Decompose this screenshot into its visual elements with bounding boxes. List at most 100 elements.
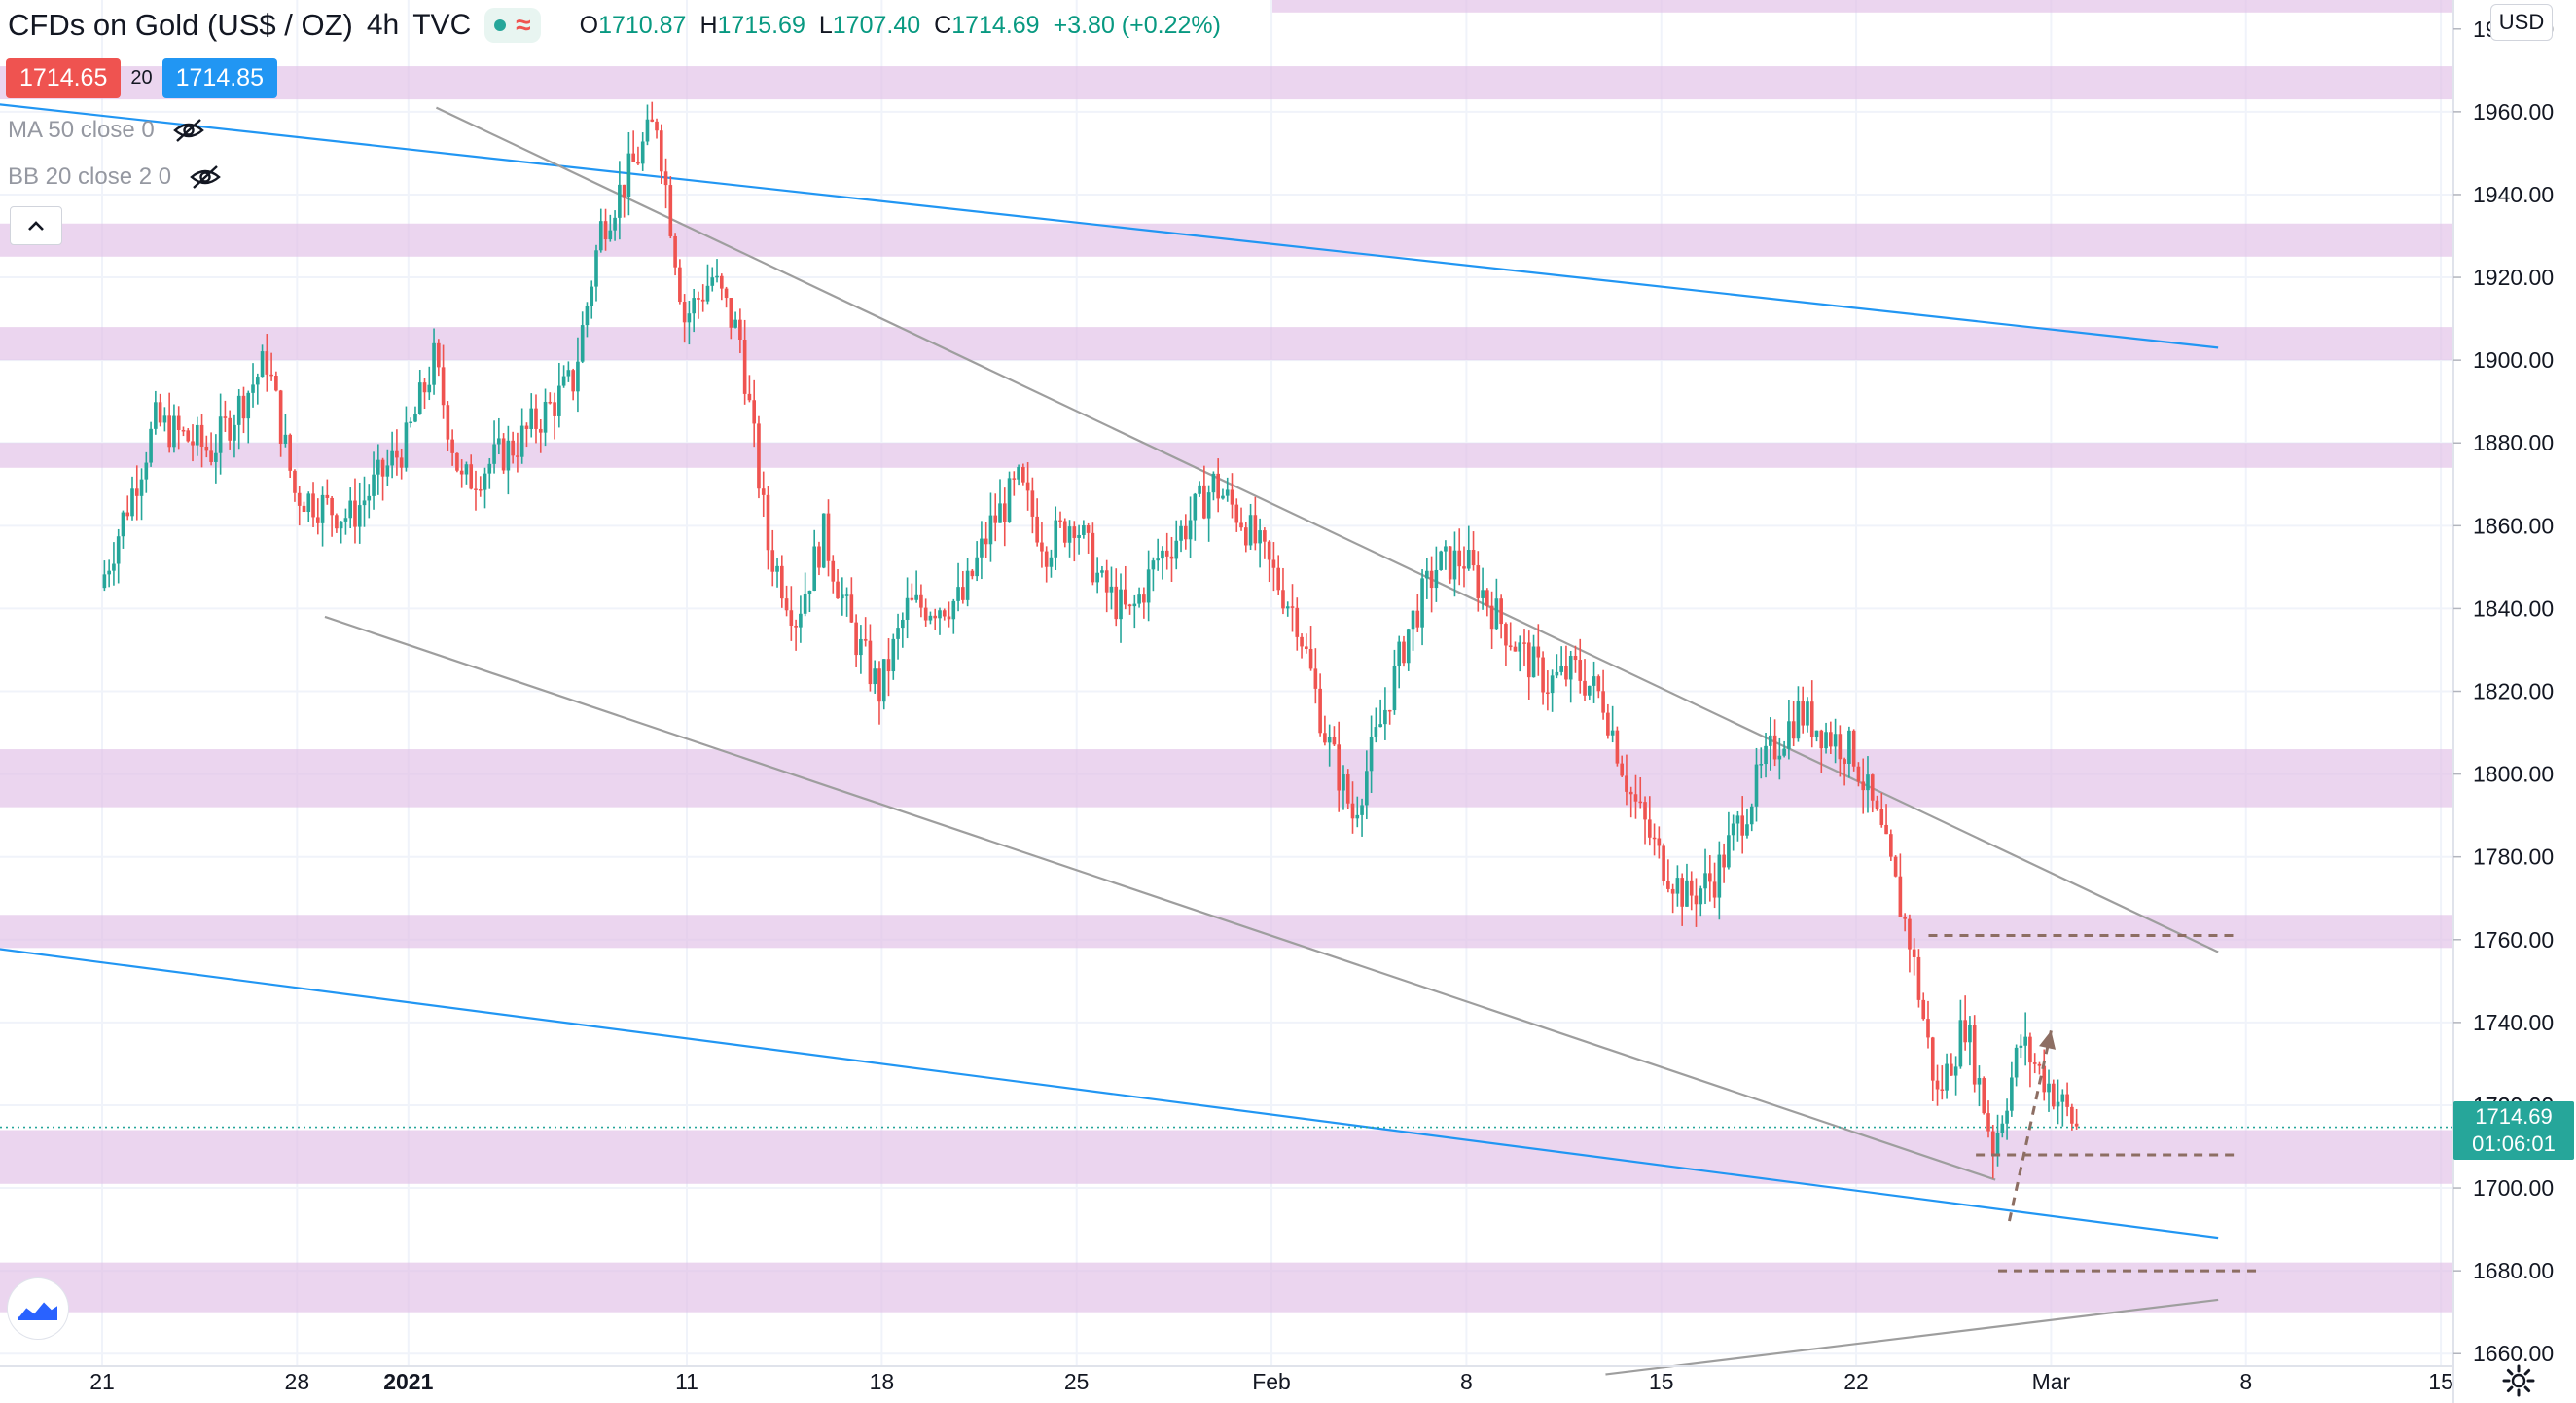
candle-body	[1091, 532, 1095, 583]
candle-body	[779, 565, 784, 599]
candle-body	[598, 221, 603, 251]
candle-body	[1652, 837, 1657, 840]
interval-label[interactable]: 4h	[366, 9, 400, 41]
price-zone	[0, 749, 2453, 808]
candle-body	[1606, 712, 1610, 736]
time-tick-label: 25	[1064, 1369, 1090, 1394]
candle-body	[1161, 550, 1164, 559]
candle-body	[553, 402, 556, 416]
candle-body	[278, 390, 283, 445]
candle-body	[437, 342, 441, 368]
candle-body	[603, 221, 608, 240]
candle-body	[1731, 823, 1735, 836]
candle-body	[1104, 570, 1109, 593]
channel-line	[0, 103, 2219, 349]
candle-body	[1188, 520, 1193, 540]
candle-body	[710, 277, 715, 286]
symbol-title[interactable]: CFDs on Gold (US$ / OZ)	[8, 8, 353, 42]
candle-body	[956, 587, 960, 601]
collapse-legend-button[interactable]	[10, 206, 62, 245]
eye-hidden-icon[interactable]	[172, 118, 205, 143]
candle-body	[519, 425, 524, 457]
trade-buttons: 1714.65 20 1714.85	[6, 58, 277, 98]
candle-body	[260, 351, 265, 378]
candle-body	[1007, 478, 1012, 522]
candle-body	[1587, 685, 1592, 696]
candle-body	[422, 382, 427, 393]
candle-body	[1387, 709, 1392, 712]
price-tick-label: 1700.00	[2473, 1175, 2554, 1201]
candle-body	[455, 452, 459, 471]
candle-body	[459, 470, 464, 475]
candle-body	[1583, 680, 1587, 696]
candle-body	[1062, 521, 1067, 543]
candle-body	[1383, 709, 1387, 725]
candle-body	[362, 500, 367, 506]
trend-line	[324, 615, 1996, 1181]
candlestick-series	[102, 101, 2079, 1179]
candle-body	[1893, 856, 1898, 877]
time-axis[interactable]: 21 28 2021 11 18 25 Feb 8 15 22 Mar 8 15	[0, 1365, 2453, 1394]
candle-body	[789, 610, 794, 626]
candle-body	[988, 515, 993, 545]
candle-body	[770, 550, 775, 572]
candle-body	[863, 638, 868, 641]
candle-body	[1355, 814, 1360, 819]
candle-body	[993, 515, 998, 523]
candle-body	[1276, 567, 1281, 591]
supply-demand-zones	[0, 0, 2453, 1313]
candle-body	[534, 408, 538, 429]
candle-body	[1100, 570, 1104, 573]
candle-body	[1392, 666, 1397, 711]
candle-body	[576, 361, 580, 392]
candle-body	[1253, 515, 1258, 544]
candle-body	[1044, 551, 1049, 567]
candle-body	[1489, 605, 1494, 630]
candle-body	[413, 414, 417, 422]
candle-body	[1861, 781, 1866, 791]
candle-body	[1374, 727, 1378, 737]
candle-body	[1777, 755, 1782, 760]
candle-body	[1722, 854, 1726, 868]
price-axis[interactable]: 1960.00 1940.00 1920.00 1900.00 1880.00 1860.…	[2452, 0, 2554, 1403]
price-tick-label: 1760.00	[2473, 927, 2554, 953]
candle-body	[320, 494, 325, 523]
candle-body	[775, 565, 779, 572]
candle-body	[492, 444, 496, 464]
candle-body	[1225, 489, 1230, 496]
candle-body	[199, 424, 204, 447]
candle-body	[1633, 794, 1638, 802]
buy-button[interactable]: 1714.85	[161, 58, 277, 98]
candle-body	[1114, 586, 1119, 620]
candle-body	[1179, 525, 1183, 541]
candle-body	[1127, 604, 1132, 607]
indicator-bb-legend[interactable]: BB 20 close 2 0	[8, 163, 222, 191]
candle-body	[125, 512, 130, 517]
candle-body	[1926, 1019, 1930, 1038]
delayed-data-icon: ≈	[516, 10, 531, 40]
candle-body	[464, 464, 469, 475]
candle-body	[1142, 594, 1146, 603]
candle-body	[1211, 473, 1216, 493]
candle-body	[821, 513, 826, 568]
candle-body	[719, 275, 724, 289]
candle-body	[1884, 824, 1888, 835]
settings-gear-icon[interactable]	[2502, 1364, 2535, 1397]
sell-button[interactable]: 1714.65	[6, 58, 122, 98]
candle-body	[325, 494, 330, 498]
candle-body	[417, 382, 422, 414]
candle-body	[1972, 1025, 1977, 1085]
indicator-ma-legend[interactable]: MA 50 close 0	[8, 117, 205, 144]
price-tick-label: 1900.00	[2473, 347, 2554, 373]
market-status-badge[interactable]: ≈	[484, 8, 541, 43]
currency-badge[interactable]: USD	[2490, 4, 2553, 41]
eye-hidden-icon[interactable]	[189, 164, 222, 190]
tradingview-logo[interactable]	[8, 1278, 68, 1339]
candle-body	[1448, 546, 1452, 580]
candle-body	[1415, 610, 1420, 628]
candle-body	[1476, 565, 1481, 598]
candle-body	[236, 395, 241, 425]
open-label: O	[579, 11, 599, 39]
candle-body	[506, 440, 511, 471]
